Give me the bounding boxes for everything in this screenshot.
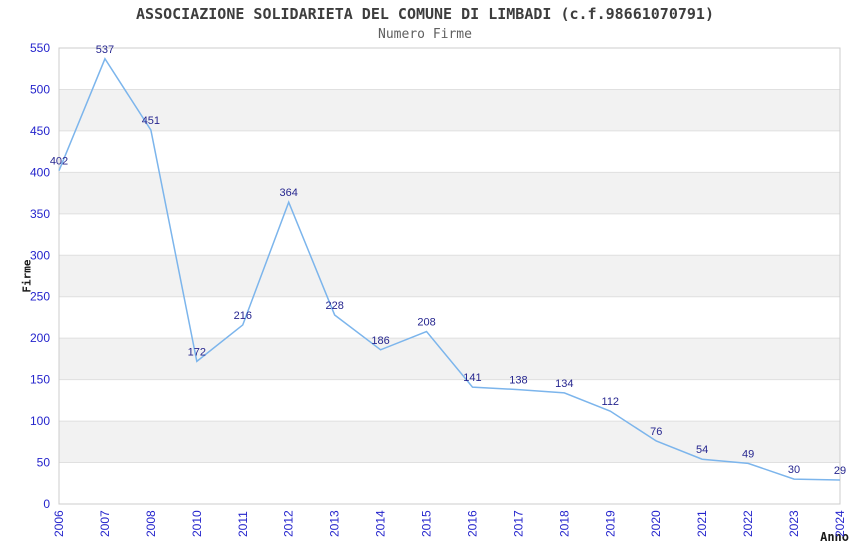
plot-band (59, 255, 840, 297)
x-tick-label: 2019 (603, 510, 617, 537)
y-tick-label: 200 (30, 331, 50, 345)
x-tick-label: 2021 (695, 510, 709, 537)
x-tick-label: 2012 (282, 510, 296, 537)
data-point-label: 208 (417, 317, 435, 329)
data-point-label: 228 (325, 300, 343, 312)
chart-title: ASSOCIAZIONE SOLIDARIETA DEL COMUNE DI L… (136, 5, 714, 23)
y-tick-label: 500 (30, 82, 50, 96)
x-tick-label: 2017 (511, 510, 525, 537)
x-tick-label: 2006 (52, 510, 66, 537)
y-tick-label: 300 (30, 248, 50, 262)
data-point-label: 537 (96, 44, 114, 56)
y-tick-label: 100 (30, 414, 50, 428)
data-point-label: 49 (742, 448, 754, 460)
x-tick-label: 2008 (144, 510, 158, 537)
x-axis-title: Anno (820, 530, 849, 544)
data-point-label: 30 (788, 464, 800, 476)
y-tick-label: 0 (43, 497, 50, 511)
data-point-label: 172 (188, 346, 206, 358)
y-tick-label: 250 (30, 290, 50, 304)
x-tick-label: 2016 (465, 510, 479, 537)
y-tick-label: 400 (30, 165, 50, 179)
data-point-label: 216 (234, 310, 252, 322)
data-line (58, 57, 841, 481)
data-point-label: 141 (463, 372, 481, 384)
data-point-label: 112 (602, 396, 620, 408)
x-tick-label: 2023 (787, 510, 801, 537)
data-point-label: 76 (650, 426, 662, 438)
y-tick-label: 50 (37, 456, 51, 470)
x-tick-label: 2020 (649, 510, 663, 537)
plot-band (59, 172, 840, 214)
x-tick-label: 2024 (833, 510, 847, 537)
x-tick-label: 2014 (374, 510, 388, 537)
chart-subtitle: Numero Firme (378, 27, 472, 42)
x-tick-label: 2018 (557, 510, 571, 537)
x-tick-label: 2015 (420, 510, 434, 537)
y-tick-label: 150 (30, 373, 50, 387)
x-tick-label: 2011 (236, 511, 250, 537)
x-tick-label: 2022 (741, 510, 755, 537)
x-tick-label: 2010 (190, 510, 204, 537)
data-point-label: 451 (142, 115, 160, 127)
plot-border (58, 47, 841, 505)
y-tick-label: 550 (30, 41, 50, 55)
plot-band (59, 421, 840, 463)
data-point-label: 134 (555, 378, 573, 390)
data-point-label: 364 (280, 187, 298, 199)
data-point-label: 54 (696, 444, 708, 456)
plot-band (59, 89, 840, 131)
data-point-label: 29 (834, 465, 846, 477)
x-tick-label: 2013 (328, 510, 342, 537)
x-tick-label: 2007 (98, 510, 112, 537)
data-point-label: 186 (371, 335, 389, 347)
y-tick-label: 450 (30, 124, 50, 138)
y-tick-label: 350 (30, 207, 50, 221)
data-point-label: 402 (50, 156, 68, 168)
data-point-label: 138 (509, 375, 527, 387)
